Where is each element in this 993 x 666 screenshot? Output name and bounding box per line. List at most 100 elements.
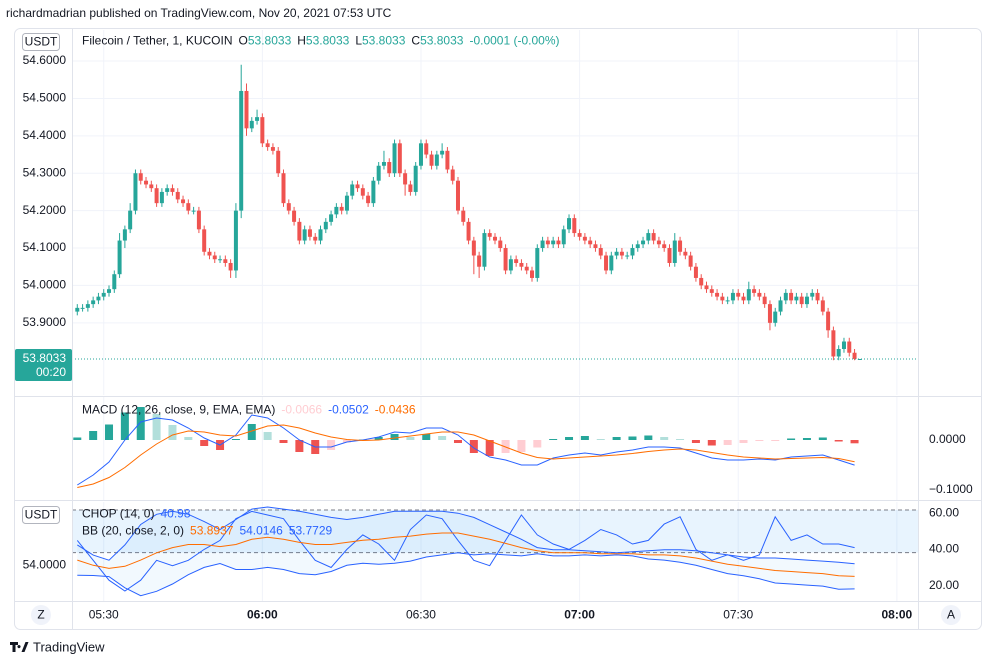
candle-body [789, 292, 794, 301]
candle-body [75, 307, 80, 312]
candle-body [836, 349, 841, 357]
candle-body [381, 162, 386, 166]
candle-body [455, 180, 460, 211]
candle-body [857, 358, 862, 360]
candle-body [630, 248, 635, 256]
histogram-bar [469, 440, 478, 453]
candle-body [794, 296, 799, 301]
histogram-bar [279, 440, 288, 443]
histogram-bar [200, 440, 209, 446]
candle-body [656, 240, 661, 245]
candle-body [403, 173, 408, 185]
histogram-bar [73, 437, 82, 440]
histogram-bar [596, 439, 605, 440]
y-tick-label: 54.0000 [23, 557, 67, 571]
unit-label[interactable]: USDT [25, 35, 58, 49]
candle-body [170, 188, 175, 192]
candle-body [487, 233, 492, 237]
auto-scale-button[interactable]: A [941, 605, 961, 625]
candle-body [783, 292, 788, 301]
histogram-bar [295, 440, 304, 452]
legend: BB (20, close, 2, 0) 53.8937 54.0146 53.772… [82, 524, 333, 538]
candle-body [186, 203, 191, 211]
histogram-bar [755, 440, 764, 441]
field-key: H [297, 34, 306, 48]
histogram-bar [327, 440, 336, 450]
zoom-label[interactable]: Z [37, 608, 44, 622]
candle-body [339, 206, 344, 211]
histogram-bar [850, 440, 859, 444]
histogram-bar [612, 437, 621, 440]
y-tick-label: 20.00 [929, 578, 959, 592]
candle-body [80, 307, 85, 309]
y-tick-label: 54.5000 [23, 91, 67, 105]
candle-body [551, 240, 556, 245]
candle-body [683, 251, 688, 256]
candle-body [482, 233, 487, 267]
x-tick-label: 07:30 [723, 608, 753, 622]
histogram-bar [105, 424, 114, 440]
x-tick-label: 08:00 [881, 608, 912, 622]
histogram-bar [818, 437, 827, 440]
candle-body [440, 150, 445, 155]
unit-badge[interactable]: USDT [22, 33, 60, 51]
indicator-line [77, 424, 855, 488]
candle-body [323, 221, 328, 230]
field-value: 53.8033 [248, 34, 292, 48]
candle-body [318, 229, 323, 241]
candle-body [445, 150, 450, 170]
candle-body [524, 266, 529, 271]
candle-body [746, 289, 751, 301]
candle-body [408, 184, 413, 192]
unit-label[interactable]: USDT [25, 508, 58, 522]
candle-body [429, 154, 434, 166]
candle-body [196, 210, 201, 230]
candle-body [619, 251, 624, 256]
candle-body [720, 296, 725, 301]
zoom-button[interactable]: Z [31, 605, 51, 625]
candle-body [588, 240, 593, 245]
histogram-bar [485, 440, 494, 456]
candle-body [635, 244, 640, 249]
candle-body [709, 289, 714, 293]
candle-body [810, 292, 815, 297]
candle-body [302, 229, 307, 241]
histogram-bar [168, 425, 177, 440]
histogram-bar [263, 432, 272, 440]
candle-body [609, 255, 614, 271]
candle-body [138, 173, 143, 181]
candle-body [96, 296, 101, 301]
candle-body [392, 143, 397, 174]
histogram-bar [580, 436, 589, 440]
unit-badge[interactable]: USDT [22, 506, 60, 524]
candle-body [313, 236, 318, 241]
auto-label[interactable]: A [947, 608, 955, 622]
y-tick-label: 54.0000 [23, 278, 67, 292]
indicator-value: 53.8937 [190, 524, 234, 538]
candle-body [175, 191, 180, 200]
candle-body [604, 255, 609, 271]
candle-body [202, 229, 207, 252]
indicator-line [77, 552, 855, 597]
candle-body [260, 117, 265, 144]
chart-frame [14, 28, 982, 630]
indicator-name: CHOP (14, 0) [82, 507, 154, 521]
candle-body [128, 210, 133, 230]
symbol: Filecoin / Tether, 1, KUCOIN [82, 34, 233, 48]
candle-body [355, 184, 360, 189]
candle-body [265, 143, 270, 148]
candle-body [344, 195, 349, 211]
candle-body [651, 233, 656, 241]
candle-body [218, 259, 223, 261]
candle-body [223, 259, 228, 263]
candle-body [593, 244, 598, 249]
last-price-label: 53.8033 [23, 351, 67, 365]
candle-body [625, 255, 630, 257]
candle-body [387, 162, 392, 174]
candle-body [413, 165, 418, 192]
indicator-value: -0.0066 [281, 403, 322, 417]
histogram-bar [787, 438, 796, 440]
histogram-bar [374, 437, 383, 440]
histogram-bar [517, 440, 526, 452]
